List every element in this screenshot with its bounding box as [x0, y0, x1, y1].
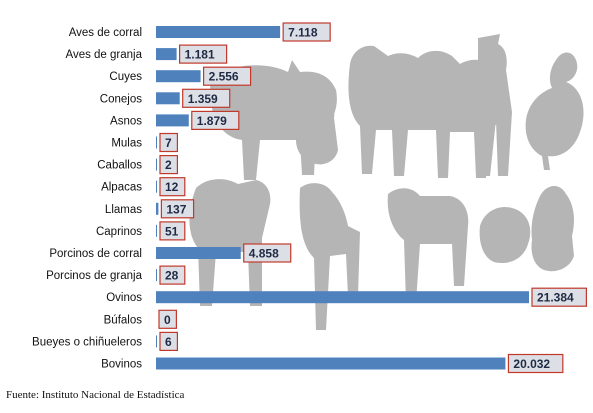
- value-label: 20.032: [513, 357, 550, 371]
- bar: [156, 158, 157, 171]
- farmer-silhouette-icon: [478, 34, 512, 176]
- value-label-box: [531, 287, 588, 307]
- bar: [156, 180, 157, 193]
- donkey-silhouette-icon: [387, 188, 469, 302]
- bar: [156, 26, 281, 38]
- value-label: 21.384: [537, 291, 574, 305]
- value-label: 0: [164, 313, 171, 327]
- category-label: Caballos: [97, 160, 142, 172]
- bar: [156, 202, 159, 215]
- category-label: Porcinos de granja: [46, 270, 142, 282]
- bar: [156, 357, 506, 370]
- hen-silhouette-icon: [479, 206, 531, 264]
- value-label-box: [159, 221, 186, 241]
- bar: [156, 335, 157, 348]
- bar: [156, 92, 180, 105]
- rooster-standing-silhouette-icon: [531, 185, 574, 272]
- category-label: Bovinos: [101, 359, 142, 371]
- bar: [156, 114, 189, 127]
- value-label: 2.556: [209, 70, 239, 84]
- bar-chart: Aves de corral 7.118 Aves de granja 1.181 Cu…: [32, 22, 588, 374]
- value-label: 4.858: [249, 247, 279, 261]
- value-label: 7.118: [288, 26, 318, 40]
- value-label-box: [159, 177, 186, 197]
- category-label: Cuyes: [109, 71, 142, 83]
- value-label: 28: [165, 269, 179, 283]
- bar: [156, 291, 529, 304]
- bar: [156, 269, 157, 282]
- goat-silhouette-icon: [299, 183, 360, 330]
- category-label: Bueyes o chiñueleros: [32, 336, 142, 348]
- rooster-silhouette-icon: [525, 52, 584, 170]
- bar: [156, 70, 201, 83]
- bar: [156, 247, 241, 259]
- category-label: Conejos: [100, 93, 142, 105]
- category-label: Caprinos: [96, 226, 142, 238]
- animal-silhouettes-background: [189, 34, 584, 330]
- source-note: Fuente: Instituto Nacional de Estadístic…: [6, 389, 185, 401]
- value-label: 7: [165, 136, 172, 150]
- category-label: Asnos: [110, 115, 142, 127]
- bar: [156, 224, 157, 237]
- value-label: 137: [166, 202, 186, 216]
- value-label-box: [182, 88, 231, 108]
- value-label: 1.181: [185, 48, 215, 62]
- bars-group: Aves de corral 7.118 Aves de granja 1.181 Cu…: [32, 22, 588, 374]
- bar: [156, 48, 177, 61]
- chart-area: Aves de corral 7.118 Aves de granja 1.181 Cu…: [32, 22, 588, 374]
- category-label: Búfalos: [104, 314, 143, 326]
- value-label-box: [179, 44, 228, 64]
- value-label-box: [159, 132, 178, 153]
- value-label: 51: [165, 224, 179, 238]
- horse-silhouette-icon: [189, 179, 271, 306]
- value-label-box: [159, 265, 186, 285]
- oxen-silhouette-icon: [348, 45, 504, 178]
- category-label: Alpacas: [101, 182, 142, 194]
- value-label-box: [282, 22, 331, 42]
- category-label: Llamas: [105, 204, 142, 216]
- value-label-box: [159, 155, 178, 175]
- value-label-box: [158, 309, 177, 329]
- value-label-box: [191, 110, 240, 131]
- category-label: Mulas: [111, 138, 142, 150]
- value-label: 12: [165, 180, 179, 194]
- value-label-box: [202, 66, 252, 86]
- value-label: 1.879: [197, 114, 227, 128]
- category-label: Aves de corral: [69, 27, 142, 39]
- value-label: 2: [165, 158, 172, 172]
- category-label: Ovinos: [106, 292, 142, 304]
- value-label-box: [507, 353, 564, 374]
- category-label: Aves de granja: [65, 49, 142, 61]
- value-label-box: [159, 331, 178, 351]
- value-label-box: [160, 199, 195, 219]
- value-label: 1.359: [188, 92, 218, 106]
- value-label-box: [243, 243, 292, 263]
- bar: [156, 136, 157, 149]
- goat-head-silhouette-icon: [296, 89, 338, 165]
- value-label: 6: [165, 335, 172, 349]
- category-label: Porcinos de corral: [49, 248, 142, 260]
